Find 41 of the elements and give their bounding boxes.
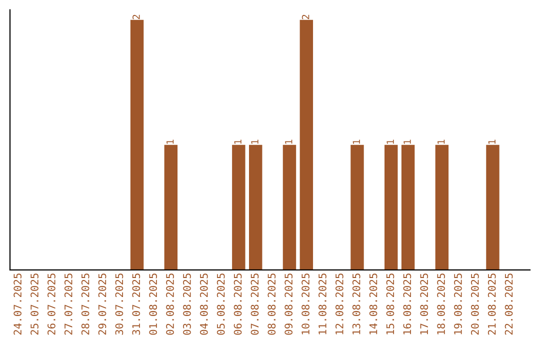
data-label: 1 xyxy=(234,140,242,144)
x-tick-label: 30.07.2025 xyxy=(115,274,124,335)
x-tick-label: 13.08.2025 xyxy=(352,274,360,334)
x-tick-label: 10.08.2025 xyxy=(302,274,310,334)
x-tick-label: 11.08.2025 xyxy=(318,274,326,334)
x-tick-label: 07.08.2025 xyxy=(250,274,259,335)
data-label: 1 xyxy=(352,140,360,144)
x-tick-label: 25.07.2025 xyxy=(30,274,38,335)
x-tick-label: 15.08.2025 xyxy=(386,274,394,334)
x-tick-label: 29.07.2025 xyxy=(98,274,106,335)
data-label: 1 xyxy=(404,140,411,144)
x-tick-label: 19.08.2025 xyxy=(454,274,462,334)
x-tick-label: 09.08.2025 xyxy=(284,274,293,335)
x-tick-label: 18.08.2025 xyxy=(437,274,445,334)
x-tick-label: 12.08.2025 xyxy=(335,274,344,334)
data-label: 1 xyxy=(438,140,445,144)
x-tick-label: 14.08.2025 xyxy=(369,274,378,334)
data-label: 1 xyxy=(285,140,292,144)
x-tick-label: 06.08.2025 xyxy=(234,274,242,335)
x-tick-label: 08.08.2025 xyxy=(268,274,276,335)
x-tick-label: 21.08.2025 xyxy=(488,274,496,335)
x-tick-label: 31.07.2025 xyxy=(132,274,140,335)
x-tick-label: 22.08.2025 xyxy=(504,274,513,335)
x-tick-label: 01.08.2025 xyxy=(149,274,158,335)
x-tick-label: 02.08.2025 xyxy=(166,274,174,335)
x-tick-label: 26.07.2025 xyxy=(48,274,56,335)
x-tick-label: 03.08.2025 xyxy=(183,274,191,335)
x-tick-label: 20.08.2025 xyxy=(470,274,479,335)
data-label: 1 xyxy=(251,140,258,144)
x-tick-label: 28.07.2025 xyxy=(81,274,90,335)
data-label: 1 xyxy=(166,140,174,144)
x-tick-label: 16.08.2025 xyxy=(403,274,412,334)
data-label: 2 xyxy=(302,14,310,20)
x-tick-label: 05.08.2025 xyxy=(216,274,225,335)
data-label: 1 xyxy=(386,140,394,144)
x-tick-label: 17.08.2025 xyxy=(420,274,428,334)
x-tick-label: 04.08.2025 xyxy=(200,274,208,335)
x-tick-label: 27.07.2025 xyxy=(64,274,72,335)
x-tick-label: 24.07.2025 xyxy=(14,274,22,335)
data-label: 2 xyxy=(132,14,140,20)
data-label: 1 xyxy=(488,140,496,144)
